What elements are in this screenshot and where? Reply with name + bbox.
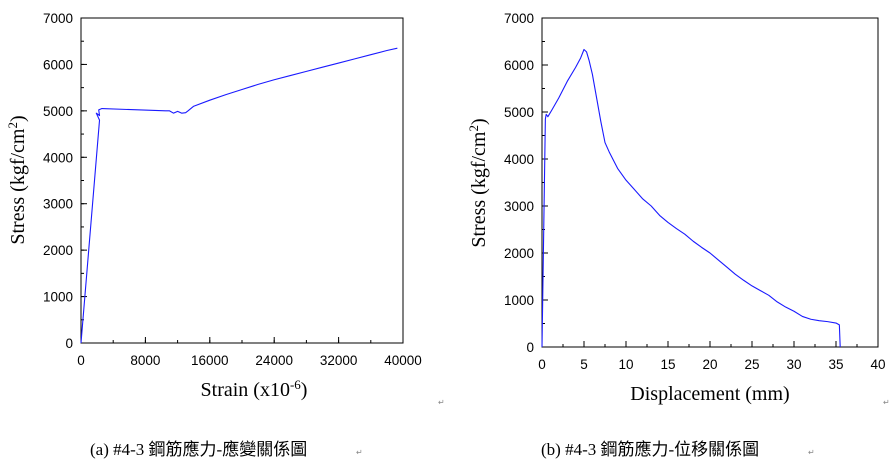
x-tick-label: 25 xyxy=(744,357,759,372)
y-tick-label: 3000 xyxy=(43,197,73,212)
y-tick-label: 3000 xyxy=(504,199,534,214)
y-tick-label: 5000 xyxy=(504,105,534,120)
y-tick-label: 0 xyxy=(65,336,73,351)
ticks xyxy=(80,17,404,344)
y-tick-label: 2000 xyxy=(504,246,534,261)
x-tick-label: 0 xyxy=(77,353,85,368)
y-tick-label: 5000 xyxy=(43,104,73,119)
x-tick-label: 20 xyxy=(702,357,717,372)
stress-strain-chart: 0 8000 16000 24000 32000 40000 0 1000 2000 3000 40… xyxy=(5,11,422,459)
y-tick-label: 0 xyxy=(526,340,534,355)
series-layer xyxy=(541,48,841,348)
y-tick-label: 6000 xyxy=(504,58,534,73)
x-tick-label: 15 xyxy=(660,357,675,372)
x-tick-label: 30 xyxy=(786,357,801,372)
y-tick-label: 6000 xyxy=(43,57,73,72)
x-tick-label: 35 xyxy=(828,357,843,372)
x-tick-label: 0 xyxy=(538,357,546,372)
paragraph-mark: ↵ xyxy=(808,448,815,457)
x-tick-label: 32000 xyxy=(320,353,358,368)
y-tick-label: 1000 xyxy=(43,290,73,305)
plot-frame xyxy=(541,17,879,348)
chart-a-caption: (a) #4-3 鋼筋應力-應變關係圖 xyxy=(90,439,307,459)
x-tick-label: 40000 xyxy=(384,353,422,368)
y-axis-title: Stress (kgf/cm2) xyxy=(466,118,490,247)
x-tick-label: 40 xyxy=(870,357,885,372)
y-tick-label: 7000 xyxy=(43,11,73,26)
x-axis-title: Strain (x10-6) xyxy=(201,377,308,401)
paragraph-mark: ↵ xyxy=(883,398,890,407)
x-tick-label: 8000 xyxy=(130,353,160,368)
y-tick-label: 2000 xyxy=(43,243,73,258)
plot-frame xyxy=(80,17,404,344)
x-tick-label: 16000 xyxy=(191,353,229,368)
data-series-line xyxy=(541,48,841,348)
data-series-line xyxy=(80,47,398,344)
tick-labels: 0 8000 16000 24000 32000 40000 0 1000 2000 3000 40… xyxy=(43,11,422,368)
x-axis-title: Displacement (mm) xyxy=(630,383,789,405)
chart-b-caption: (b) #4-3 鋼筋應力-位移關係圖 xyxy=(541,439,759,459)
paragraph-mark: ↵ xyxy=(356,448,363,457)
series-layer xyxy=(80,47,398,344)
y-tick-label: 7000 xyxy=(504,11,534,26)
y-tick-label: 1000 xyxy=(504,293,534,308)
y-tick-label: 4000 xyxy=(43,150,73,165)
x-tick-label: 24000 xyxy=(255,353,293,368)
paragraph-mark: ↵ xyxy=(438,398,445,407)
y-tick-label: 4000 xyxy=(504,152,534,167)
ticks xyxy=(541,17,879,348)
x-tick-label: 10 xyxy=(618,357,633,372)
y-axis-title: Stress (kgf/cm2) xyxy=(5,115,29,244)
x-tick-label: 5 xyxy=(580,357,588,372)
stress-displacement-chart: 0 5 10 15 20 25 30 35 40 0 1000 2000 3000 4000 5000 600… xyxy=(438,11,890,459)
tick-labels: 0 5 10 15 20 25 30 35 40 0 1000 2000 3000 4000 5000 600… xyxy=(504,11,886,372)
